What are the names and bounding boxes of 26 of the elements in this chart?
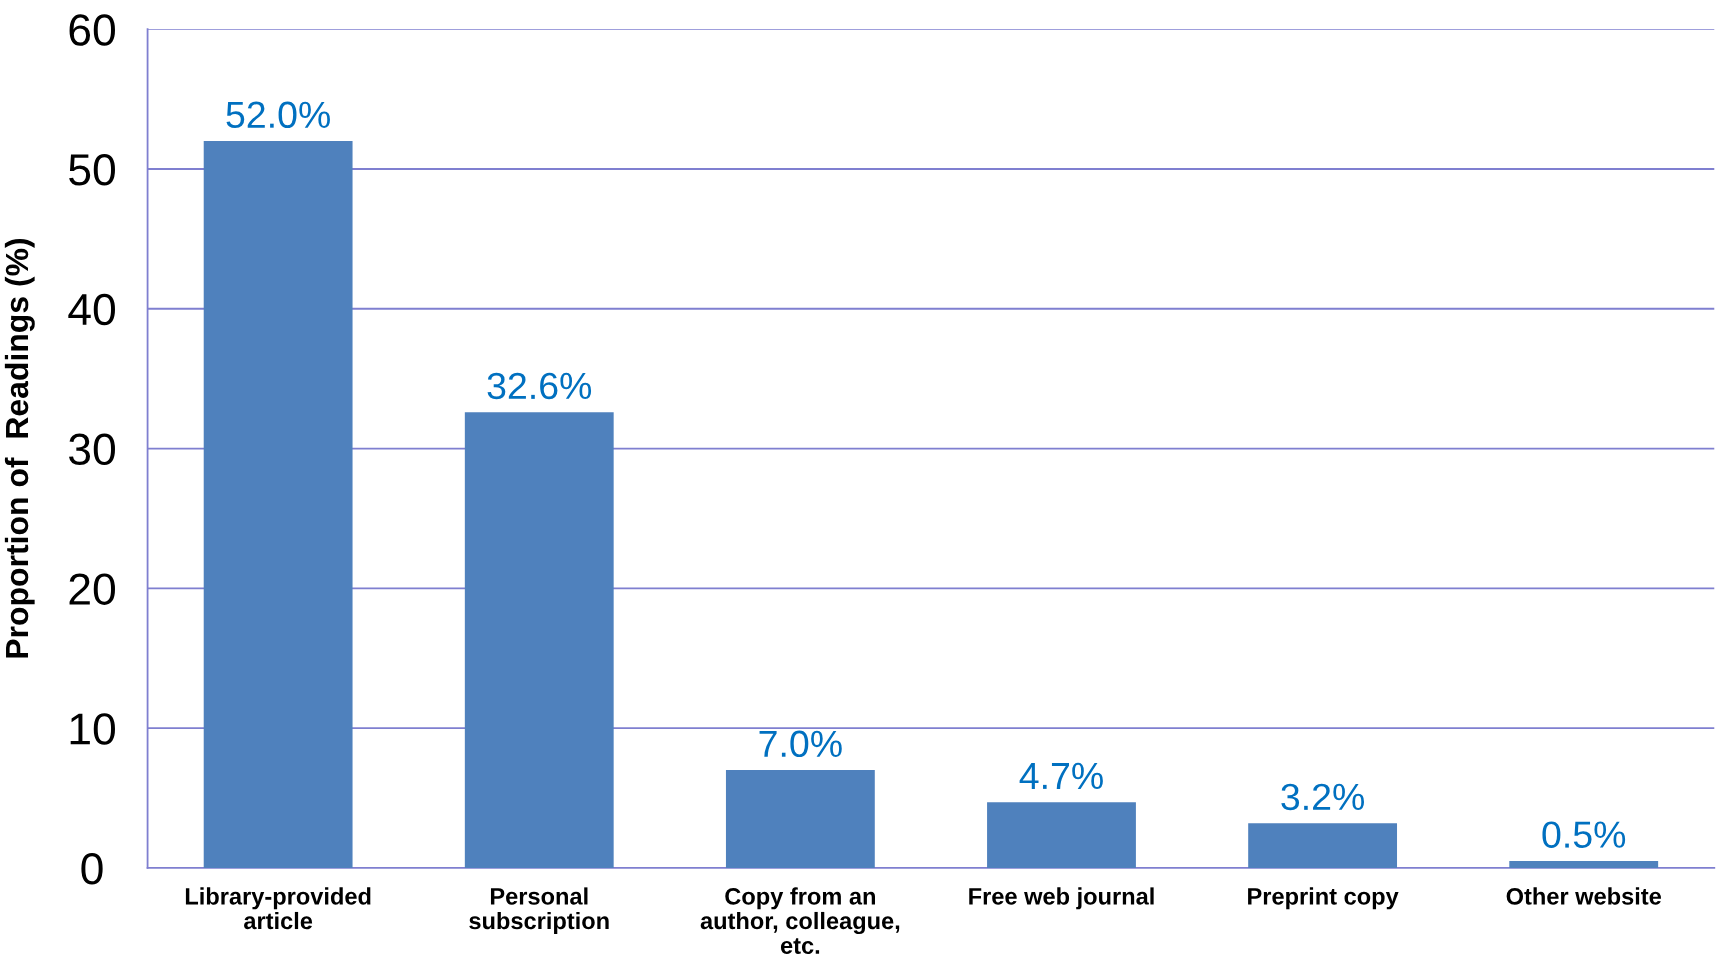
y-tick-label: 50	[69, 154, 115, 186]
y-tick-label: 60	[69, 14, 115, 46]
x-tick-label: Library-provided article	[185, 887, 371, 930]
y-tick-label: 20	[69, 573, 115, 605]
x-tick-label: Personal subscription	[469, 887, 609, 934]
data-label: 52.0%	[226, 101, 330, 129]
bar	[1509, 860, 1659, 868]
data-label: 4.7%	[1019, 762, 1103, 790]
data-label: 32.6%	[487, 372, 592, 400]
bar	[725, 770, 875, 868]
data-label: 0.5%	[1542, 821, 1626, 848]
data-label: 3.2%	[1281, 783, 1365, 811]
x-tick-label: Preprint copy	[1248, 887, 1399, 910]
y-tick-label: 0	[81, 852, 103, 885]
y-tick-label: 10	[70, 713, 115, 745]
x-tick-label: Other website	[1506, 887, 1661, 905]
bar	[464, 412, 614, 868]
bar	[987, 802, 1136, 868]
y-tick-label: 40	[68, 293, 115, 326]
y-tick-label: 30	[69, 433, 115, 466]
bar	[1248, 823, 1398, 868]
x-tick-label: Copy from an author, colleague, etc.	[700, 887, 900, 954]
data-label: 7.0%	[759, 730, 842, 758]
x-tick-label: Free web journal	[969, 887, 1154, 910]
y-axis-title: Proportion of Readings (%)	[4, 238, 35, 658]
bar	[203, 141, 353, 868]
